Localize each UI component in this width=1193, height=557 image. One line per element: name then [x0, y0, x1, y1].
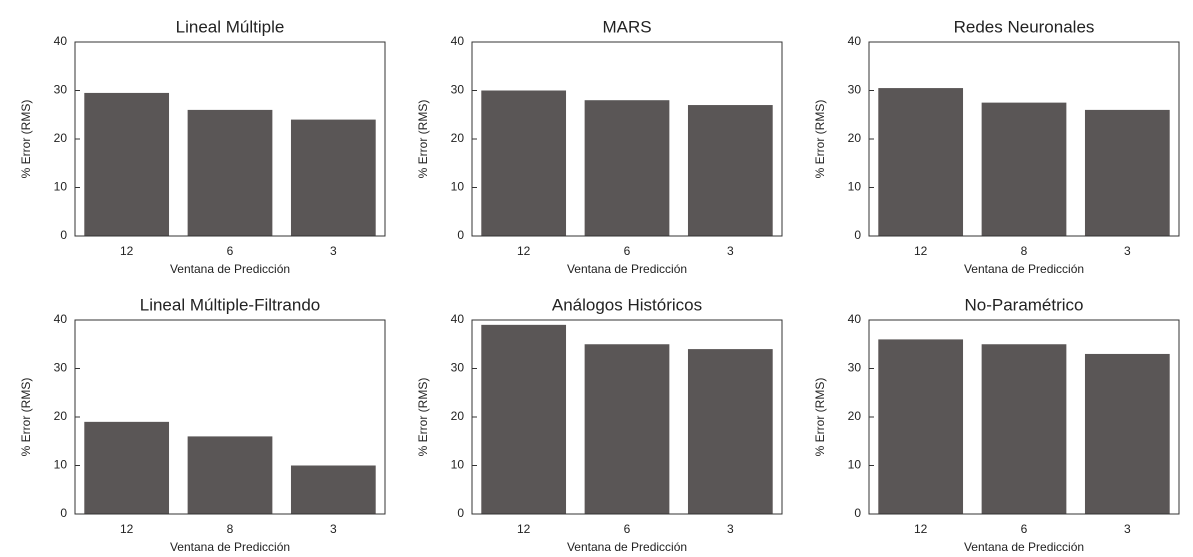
y-tick-label: 20	[451, 131, 465, 145]
axes-frame	[868, 319, 1180, 515]
x-tick-label: 12	[914, 522, 928, 536]
x-axis-label: Ventana de Predicción	[170, 540, 290, 554]
axes-frame	[74, 41, 386, 237]
y-tick-label: 10	[54, 180, 68, 194]
y-tick-label: 20	[54, 409, 68, 423]
y-tick-label: 40	[451, 34, 465, 48]
x-tick-label: 3	[330, 522, 337, 536]
bar	[981, 344, 1067, 514]
bar	[84, 92, 170, 236]
x-tick-label: 3	[727, 522, 734, 536]
y-tick-label: 10	[451, 180, 465, 194]
x-axis-label: Ventana de Predicción	[964, 540, 1084, 554]
y-tick-label: 30	[54, 361, 68, 375]
bar	[481, 324, 567, 514]
y-axis-label: % Error (RMS)	[416, 378, 430, 457]
x-tick-label: 3	[727, 244, 734, 258]
y-tick-label: 20	[54, 131, 68, 145]
x-tick-label: 6	[227, 244, 234, 258]
y-tick-label: 40	[54, 34, 68, 48]
y-tick-label: 0	[60, 228, 67, 242]
y-tick-label: 30	[848, 83, 862, 97]
y-tick-label: 30	[848, 361, 862, 375]
bar	[584, 100, 670, 236]
x-axis-label: Ventana de Predicción	[567, 262, 687, 276]
y-tick-label: 10	[451, 458, 465, 472]
x-tick-label: 3	[1124, 244, 1131, 258]
bar	[84, 421, 170, 514]
axes-frame	[471, 319, 783, 515]
chart-title: MARS	[602, 17, 651, 36]
y-tick-label: 40	[848, 312, 862, 326]
x-tick-label: 12	[120, 522, 134, 536]
x-tick-label: 3	[1124, 522, 1131, 536]
x-tick-label: 12	[517, 244, 531, 258]
axes-frame	[471, 41, 783, 237]
bar	[1084, 353, 1170, 514]
x-tick-label: 6	[624, 244, 631, 258]
bar	[187, 436, 273, 514]
y-tick-label: 30	[451, 83, 465, 97]
y-tick-label: 30	[451, 361, 465, 375]
y-tick-label: 40	[54, 312, 68, 326]
y-tick-label: 20	[848, 131, 862, 145]
x-tick-label: 12	[517, 522, 531, 536]
y-axis-label: % Error (RMS)	[813, 378, 827, 457]
bar	[290, 465, 376, 514]
x-tick-label: 3	[330, 244, 337, 258]
y-tick-label: 0	[60, 506, 67, 520]
x-axis-label: Ventana de Predicción	[567, 540, 687, 554]
y-tick-label: 10	[848, 458, 862, 472]
x-axis-label: Ventana de Predicción	[170, 262, 290, 276]
bar	[878, 339, 964, 514]
chart-title: Análogos Históricos	[552, 295, 702, 314]
bar	[687, 105, 773, 236]
y-tick-label: 20	[451, 409, 465, 423]
axes-frame	[868, 41, 1180, 237]
bar	[584, 344, 670, 514]
y-axis-label: % Error (RMS)	[813, 100, 827, 179]
y-axis-label: % Error (RMS)	[19, 378, 33, 457]
axes-frame	[74, 319, 386, 515]
x-tick-label: 6	[1021, 522, 1028, 536]
bar	[481, 90, 567, 236]
x-tick-label: 6	[624, 522, 631, 536]
y-tick-label: 40	[848, 34, 862, 48]
bar	[687, 349, 773, 514]
x-axis-label: Ventana de Predicción	[964, 262, 1084, 276]
x-tick-label: 8	[227, 522, 234, 536]
chart-title: Redes Neuronales	[954, 17, 1095, 36]
chart-title: Lineal Múltiple	[176, 17, 285, 36]
bar	[878, 88, 964, 236]
y-tick-label: 40	[451, 312, 465, 326]
x-tick-label: 12	[914, 244, 928, 258]
bar	[290, 119, 376, 236]
y-tick-label: 0	[854, 506, 861, 520]
bar	[1084, 109, 1170, 236]
y-tick-label: 0	[854, 228, 861, 242]
y-axis-label: % Error (RMS)	[416, 100, 430, 179]
y-axis-label: % Error (RMS)	[19, 100, 33, 179]
y-tick-label: 20	[848, 409, 862, 423]
bar	[981, 102, 1067, 236]
y-tick-label: 30	[54, 83, 68, 97]
y-tick-label: 0	[457, 506, 464, 520]
y-tick-label: 10	[848, 180, 862, 194]
y-tick-label: 10	[54, 458, 68, 472]
chart-title: Lineal Múltiple-Filtrando	[140, 295, 320, 314]
bar	[187, 109, 273, 236]
chart-title: No-Paramétrico	[964, 295, 1083, 314]
y-tick-label: 0	[457, 228, 464, 242]
x-tick-label: 8	[1021, 244, 1028, 258]
x-tick-label: 12	[120, 244, 134, 258]
